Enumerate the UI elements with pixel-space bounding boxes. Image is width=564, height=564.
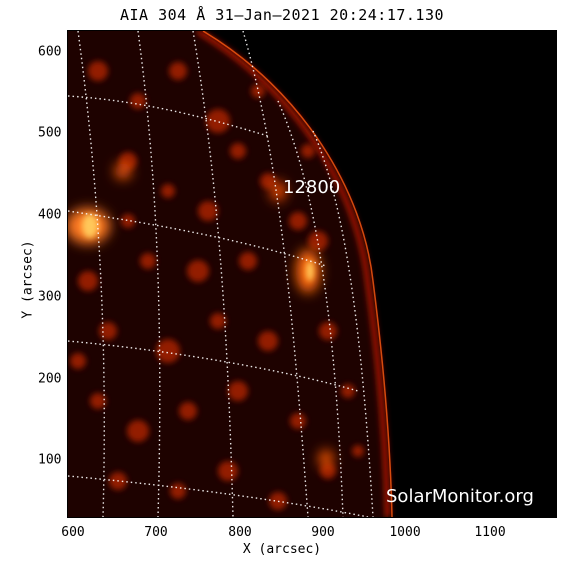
x-tick-label: 1000 bbox=[389, 525, 421, 540]
solar-limb bbox=[196, 31, 391, 517]
y-tick-label: 600 bbox=[38, 44, 62, 60]
y-tick-label: 200 bbox=[38, 371, 62, 387]
y-tick-label: 300 bbox=[38, 289, 62, 305]
x-axis-label: X (arcsec) bbox=[242, 542, 322, 557]
y-axis-label: Y (arcsec) bbox=[20, 240, 36, 319]
x-tick-label: 700 bbox=[144, 525, 168, 540]
active-regions bbox=[68, 163, 333, 468]
watermark: SolarMonitor.org bbox=[386, 486, 534, 507]
x-tick-label: 1100 bbox=[474, 525, 506, 540]
y-tick-label: 100 bbox=[38, 452, 62, 468]
solar-image bbox=[68, 31, 556, 517]
x-tick-label: 600 bbox=[61, 525, 85, 540]
image-title: AIA 304 Å 31–Jan–2021 20:24:17.130 bbox=[119, 6, 445, 24]
chromospheric-network bbox=[70, 61, 364, 510]
heliographic-grid bbox=[68, 31, 374, 517]
x-tick-label: 800 bbox=[228, 525, 252, 540]
active-region-label: 12800 bbox=[283, 177, 341, 198]
solar-image-panel bbox=[67, 30, 557, 518]
y-tick-label: 400 bbox=[38, 207, 62, 223]
y-tick-label: 500 bbox=[38, 125, 62, 141]
x-tick-label: 900 bbox=[311, 525, 335, 540]
